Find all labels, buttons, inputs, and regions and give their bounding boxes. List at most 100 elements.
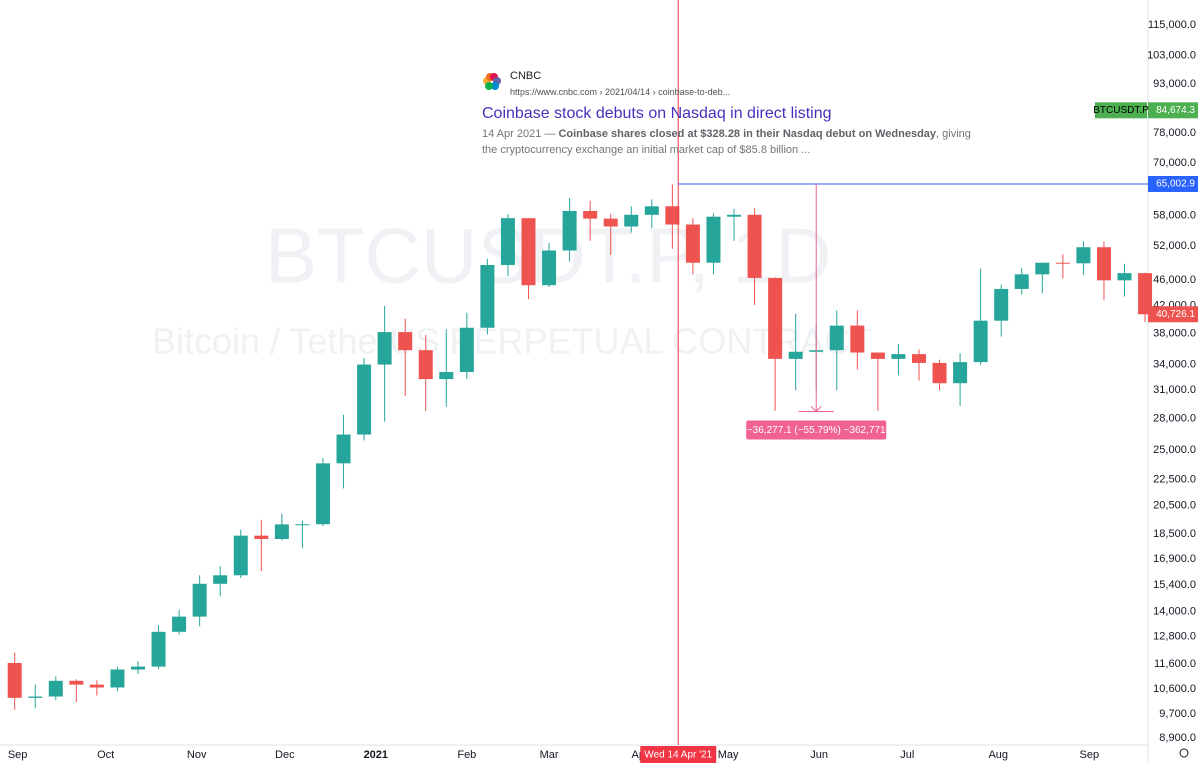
candle-body xyxy=(1096,247,1111,281)
candle-body xyxy=(110,669,125,688)
x-tick-label: Aug xyxy=(988,749,1008,761)
y-tick-label: 34,000.0 xyxy=(1153,358,1196,370)
candle-body xyxy=(542,250,557,286)
price-tag-label: 84,674.3 xyxy=(1156,105,1195,116)
y-tick-label: 16,900.0 xyxy=(1153,553,1196,565)
candle-body xyxy=(1138,273,1153,315)
x-tick-label: Dec xyxy=(275,749,295,761)
x-tick-label: 2021 xyxy=(364,749,388,761)
candle-body xyxy=(562,210,577,251)
candle-body xyxy=(911,354,926,363)
candle-body xyxy=(1076,247,1091,264)
candle-body xyxy=(7,662,22,698)
y-tick-label: 14,000.0 xyxy=(1153,606,1196,618)
candle-body xyxy=(254,535,269,539)
candle-body xyxy=(1117,273,1132,281)
x-tick-label: Sep xyxy=(8,749,28,761)
y-tick-label: 22,500.0 xyxy=(1153,474,1196,486)
price-tag-label: 65,002.9 xyxy=(1156,179,1195,190)
candle-body xyxy=(418,350,433,380)
candle-body xyxy=(1014,274,1029,289)
candle-body xyxy=(89,684,104,688)
y-tick-label: 18,500.0 xyxy=(1153,528,1196,540)
news-card: CNBC https://www.cnbc.com › 2021/04/14 ›… xyxy=(482,68,972,158)
y-tick-label: 11,600.0 xyxy=(1154,658,1196,670)
measure-arrow xyxy=(810,406,822,413)
y-tick-label: 115,000.0 xyxy=(1148,19,1196,31)
news-date: 14 Apr 2021 — xyxy=(482,128,559,140)
x-tick-label: Feb xyxy=(457,749,476,761)
watermark-subtitle: Bitcoin / TetherUS PERPETUAL CONTRACT xyxy=(152,321,872,362)
y-tick-label: 10,600.0 xyxy=(1153,683,1196,695)
y-tick-label: 25,000.0 xyxy=(1153,444,1196,456)
candle-body xyxy=(130,666,145,670)
candle-body xyxy=(850,325,865,353)
candle-body xyxy=(1055,262,1070,264)
candle-body xyxy=(583,210,598,219)
candle-body xyxy=(1035,262,1050,275)
measure-label: −36,277.1 (−55.79%) −362,771 xyxy=(747,425,886,436)
crosshair-label-bg xyxy=(640,746,717,763)
x-tick-label: Nov xyxy=(187,749,207,761)
price-tag-bg xyxy=(1148,175,1198,192)
price-tag-bg xyxy=(1148,102,1198,119)
y-tick-label: 15,400.0 xyxy=(1153,579,1196,591)
candle-body xyxy=(994,288,1009,321)
candle-body xyxy=(172,616,187,632)
measure-label-bg xyxy=(746,420,887,440)
candle-body xyxy=(932,362,947,384)
y-tick-label: 28,000.0 xyxy=(1153,413,1196,425)
crosshair-label: Wed 14 Apr '21 xyxy=(644,750,712,761)
candle-body xyxy=(233,535,248,576)
candle-body xyxy=(891,354,906,359)
y-tick-label: 58,000.0 xyxy=(1153,210,1196,222)
candle-body xyxy=(377,332,392,365)
x-tick-label: Oct xyxy=(97,749,114,761)
candle-body xyxy=(829,325,844,351)
y-tick-label: 103,000.0 xyxy=(1147,50,1196,62)
candle-body xyxy=(151,631,166,667)
candle-body xyxy=(603,218,618,227)
news-url[interactable]: https://www.cnbc.com › 2021/04/14 › coin… xyxy=(510,87,731,97)
candle-body xyxy=(192,583,207,617)
x-tick-label: Mar xyxy=(540,749,559,761)
candle-body xyxy=(788,351,803,359)
candle-body xyxy=(439,372,454,380)
y-tick-label: 9,700.0 xyxy=(1159,708,1196,720)
price-tag-bg xyxy=(1148,306,1198,323)
y-tick-label: 12,800.0 xyxy=(1153,631,1196,643)
news-title[interactable]: Coinbase stock debuts on Nasdaq in direc… xyxy=(482,105,832,122)
y-tick-label: 46,000.0 xyxy=(1153,274,1196,286)
candle-body xyxy=(521,218,536,286)
candle-body xyxy=(706,216,721,263)
x-tick-label: Sep xyxy=(1079,749,1099,761)
y-tick-label: 93,000.0 xyxy=(1153,78,1196,90)
settings-icon[interactable] xyxy=(1179,748,1189,758)
candle-body xyxy=(624,214,639,227)
y-tick-label: 31,000.0 xyxy=(1153,384,1196,396)
candle-body xyxy=(747,214,762,278)
candle-body xyxy=(644,206,659,215)
news-highlight: Coinbase shares closed at $328.28 in the… xyxy=(558,128,937,140)
price-tag-label: 40,726.1 xyxy=(1156,309,1195,320)
candle-body xyxy=(973,320,988,363)
candle-body xyxy=(665,206,680,225)
candle-body xyxy=(295,524,310,526)
candle-body xyxy=(398,332,413,351)
y-tick-label: 38,000.0 xyxy=(1153,327,1196,339)
x-tick-label: Jun xyxy=(810,749,828,761)
candle-body xyxy=(459,327,474,373)
candle-body xyxy=(48,680,63,697)
x-tick-label: May xyxy=(718,749,739,761)
candle-body xyxy=(28,696,43,698)
candle-body xyxy=(480,265,495,328)
price-tag-name-bg xyxy=(1095,102,1147,119)
y-tick-label: 52,000.0 xyxy=(1153,240,1196,252)
price-tag-name: BTCUSDT.P xyxy=(1093,105,1149,116)
candle-body xyxy=(336,434,351,464)
candle-body xyxy=(685,224,700,263)
news-icon xyxy=(483,73,501,90)
news-source: CNBC xyxy=(510,70,542,82)
